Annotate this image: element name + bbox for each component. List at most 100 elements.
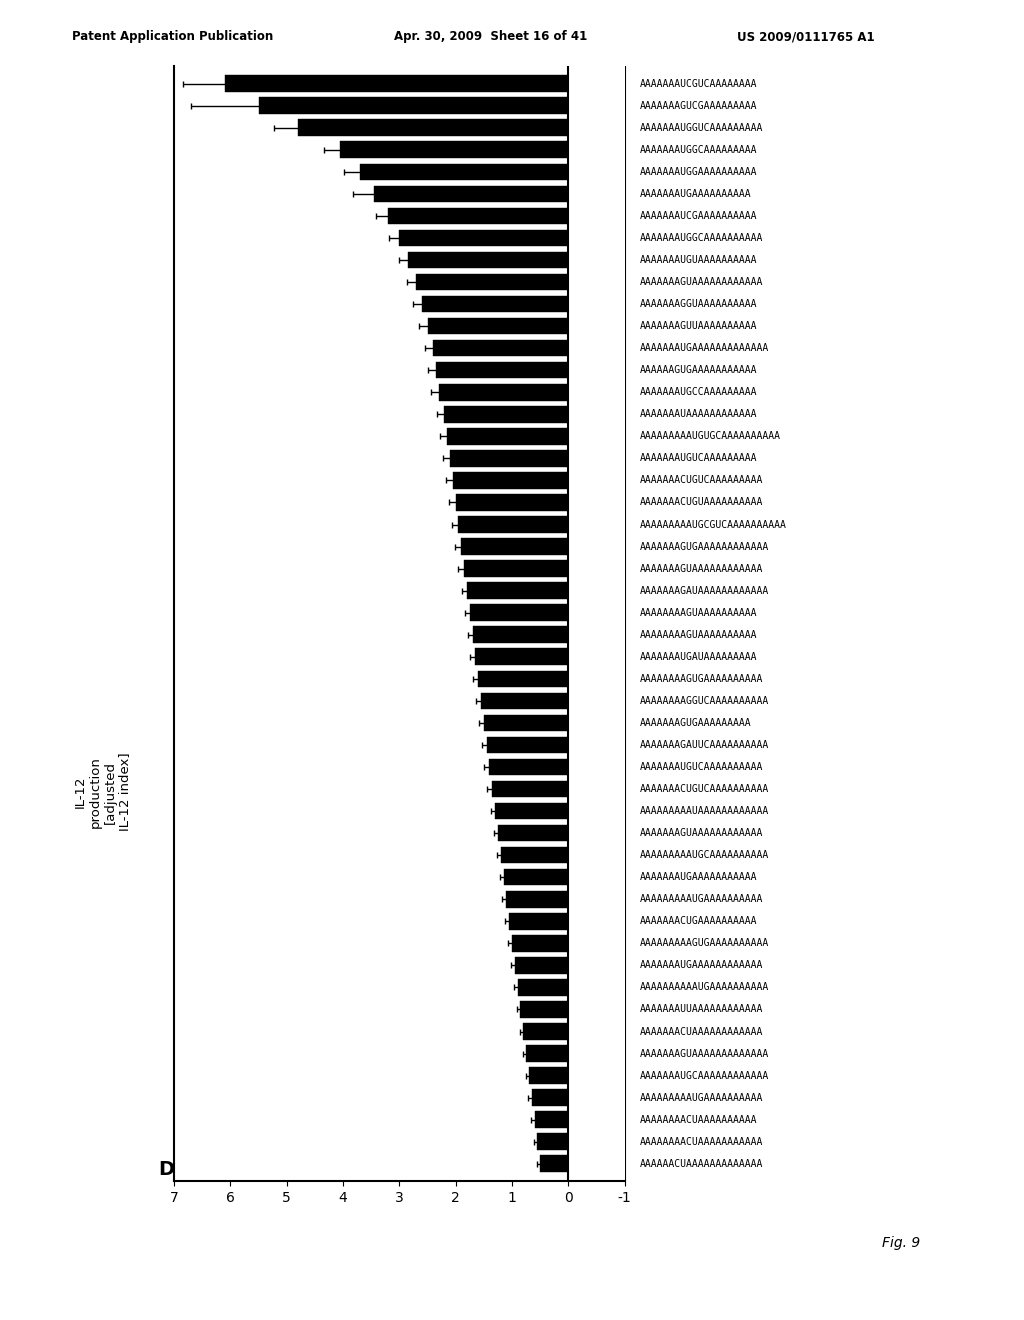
Bar [520, 1001, 568, 1018]
Text: AAAAAAAAAGUGAAAAAAAAAA: AAAAAAAAAGUGAAAAAAAAAA [640, 939, 769, 948]
Bar [224, 75, 568, 92]
Text: AAAAAAAUGGCAAAAAAAAA: AAAAAAAUGGCAAAAAAAAA [640, 145, 758, 154]
Text: AAAAAAAGUAAAAAAAAAAAAA: AAAAAAAGUAAAAAAAAAAAAA [640, 1048, 769, 1059]
Bar [478, 671, 568, 688]
Bar [512, 935, 568, 952]
Text: AAAAAAAUGGAAAAAAAAAA: AAAAAAAUGGAAAAAAAAAA [640, 166, 758, 177]
Text: AAAAAAACUGAAAAAAAAAA: AAAAAAACUGAAAAAAAAAA [640, 916, 758, 927]
Text: AAAAAAAUCGAAAAAAAAAA: AAAAAAAUCGAAAAAAAAAA [640, 211, 758, 220]
Bar [489, 759, 568, 775]
Text: AAAAAAAAGGUCAAAAAAAAAA: AAAAAAAAGGUCAAAAAAAAAA [640, 696, 769, 706]
Text: AAAAAAAUGCAAAAAAAAAAAA: AAAAAAAUGCAAAAAAAAAAAA [640, 1071, 769, 1081]
Text: AAAAAAAUGAAAAAAAAAA: AAAAAAAUGAAAAAAAAAA [640, 189, 752, 199]
Text: AAAAAAAGGUAAAAAAAAAA: AAAAAAAGGUAAAAAAAAAA [640, 300, 758, 309]
Bar [509, 913, 568, 929]
Bar [399, 230, 568, 247]
Text: AAAAAAAGUGAAAAAAAAA: AAAAAAAGUGAAAAAAAAA [640, 718, 752, 727]
Text: AAAAAAAUGGCAAAAAAAAAA: AAAAAAAUGGCAAAAAAAAAA [640, 232, 764, 243]
Bar [298, 119, 568, 136]
Bar [535, 1111, 568, 1129]
Text: AAAAAAAGAUAAAAAAAAAAAA: AAAAAAAGAUAAAAAAAAAAAA [640, 586, 769, 595]
Bar [461, 539, 568, 554]
Text: AAAAAAAGUAAAAAAAAAAAA: AAAAAAAGUAAAAAAAAAAAA [640, 564, 764, 574]
Text: IL-12
production
[adjusted
IL-12 index]: IL-12 production [adjusted IL-12 index] [74, 752, 131, 832]
Text: AAAAAAAUGCCAAAAAAAAA: AAAAAAAUGCCAAAAAAAAA [640, 387, 758, 397]
Text: AAAAAAAUGAUAAAAAAAAA: AAAAAAAUGAUAAAAAAAAA [640, 652, 758, 661]
Bar [483, 714, 568, 731]
Text: AAAAAAAUUAAAAAAAAAAAA: AAAAAAAUUAAAAAAAAAAAA [640, 1005, 764, 1015]
Text: Patent Application Publication: Patent Application Publication [72, 30, 273, 44]
Text: AAAAAAAUGAAAAAAAAAAA: AAAAAAAUGAAAAAAAAAAA [640, 873, 758, 882]
Text: AAAAAAAAAUGAAAAAAAAAA: AAAAAAAAAUGAAAAAAAAAA [640, 894, 764, 904]
Text: AAAAAAAGUGAAAAAAAAAAAA: AAAAAAAGUGAAAAAAAAAAAA [640, 541, 769, 552]
Bar [422, 296, 568, 313]
Text: AAAAAAAUGAAAAAAAAAAAAA: AAAAAAAUGAAAAAAAAAAAAA [640, 343, 769, 354]
Bar [447, 428, 568, 445]
Bar [436, 362, 568, 379]
Bar [433, 339, 568, 356]
Text: AAAAAAAACUAAAAAAAAAA: AAAAAAAACUAAAAAAAAAA [640, 1114, 758, 1125]
Text: Apr. 30, 2009  Sheet 16 of 41: Apr. 30, 2009 Sheet 16 of 41 [394, 30, 588, 44]
Bar [408, 252, 568, 268]
Bar [486, 737, 568, 754]
Bar [526, 1045, 568, 1061]
Text: AAAAAAGUGAAAAAAAAAAA: AAAAAAGUGAAAAAAAAAAA [640, 366, 758, 375]
Bar [528, 1068, 568, 1084]
Text: AAAAAAAAAAUGAAAAAAAAAA: AAAAAAAAAAUGAAAAAAAAAA [640, 982, 769, 993]
Bar [472, 627, 568, 643]
Text: AAAAAAAUGUCAAAAAAAAAA: AAAAAAAUGUCAAAAAAAAAA [640, 762, 764, 772]
Text: Fig. 9: Fig. 9 [882, 1237, 921, 1250]
Text: AAAAAACUAAAAAAAAAAAAA: AAAAAACUAAAAAAAAAAAAA [640, 1159, 764, 1168]
Text: AAAAAAAGUAAAAAAAAAAAA: AAAAAAAGUAAAAAAAAAAAA [640, 277, 764, 286]
Text: AAAAAAAUAAAAAAAAAAAA: AAAAAAAUAAAAAAAAAAAA [640, 409, 758, 420]
Text: AAAAAAAUGUCAAAAAAAAA: AAAAAAAUGUCAAAAAAAAA [640, 453, 758, 463]
Bar [515, 957, 568, 974]
Text: AAAAAAAACUAAAAAAAAAAA: AAAAAAAACUAAAAAAAAAAA [640, 1137, 764, 1147]
Bar [444, 407, 568, 422]
Bar [459, 516, 568, 533]
Text: AAAAAAAAAUGUGCAAAAAAAAAA: AAAAAAAAAUGUGCAAAAAAAAAA [640, 432, 781, 441]
Bar [498, 825, 568, 841]
Bar [388, 207, 568, 224]
Bar [493, 780, 568, 797]
Bar [481, 693, 568, 709]
Bar [340, 141, 568, 158]
Text: AAAAAAACUGUCAAAAAAAAA: AAAAAAACUGUCAAAAAAAAA [640, 475, 764, 486]
Bar [428, 318, 568, 334]
Text: AAAAAAAAAUGAAAAAAAAAA: AAAAAAAAAUGAAAAAAAAAA [640, 1093, 764, 1102]
Bar [450, 450, 568, 467]
Bar [501, 847, 568, 863]
Bar [359, 164, 568, 180]
Bar [541, 1155, 568, 1172]
Text: AAAAAAAAAUGCGUCAAAAAAAAAA: AAAAAAAAAUGCGUCAAAAAAAAAA [640, 520, 787, 529]
Text: AAAAAAAAAUAAAAAAAAAAAA: AAAAAAAAAUAAAAAAAAAAAA [640, 807, 769, 816]
Bar [517, 979, 568, 995]
Text: AAAAAAAAAUGCAAAAAAAAAA: AAAAAAAAAUGCAAAAAAAAAA [640, 850, 769, 861]
Bar [467, 582, 568, 599]
Bar [531, 1089, 568, 1106]
Bar [523, 1023, 568, 1040]
Text: US 2009/0111765 A1: US 2009/0111765 A1 [737, 30, 874, 44]
Bar [374, 186, 568, 202]
Text: AAAAAAAUGAAAAAAAAAAAA: AAAAAAAUGAAAAAAAAAAAA [640, 961, 764, 970]
Bar [495, 803, 568, 820]
Bar [453, 473, 568, 488]
Bar [464, 560, 568, 577]
Bar [438, 384, 568, 400]
Text: AAAAAAAUGUAAAAAAAAAA: AAAAAAAUGUAAAAAAAAAA [640, 255, 758, 265]
Bar [258, 98, 568, 114]
Text: AAAAAAACUGUCAAAAAAAAAA: AAAAAAACUGUCAAAAAAAAAA [640, 784, 769, 795]
Text: AAAAAAAUGGUCAAAAAAAAA: AAAAAAAUGGUCAAAAAAAAA [640, 123, 764, 133]
Text: AAAAAAAAGUGAAAAAAAAAA: AAAAAAAAGUGAAAAAAAAAA [640, 673, 764, 684]
Bar [456, 494, 568, 511]
Text: AAAAAAAAGUAAAAAAAAAA: AAAAAAAAGUAAAAAAAAAA [640, 607, 758, 618]
Bar [475, 648, 568, 665]
Text: AAAAAAAGAUUCAAAAAAAAAA: AAAAAAAGAUUCAAAAAAAAAA [640, 741, 769, 750]
Text: AAAAAAAGUUAAAAAAAAAA: AAAAAAAGUUAAAAAAAAAA [640, 321, 758, 331]
Bar [506, 891, 568, 908]
Text: D: D [159, 1160, 175, 1179]
Text: AAAAAAAGUAAAAAAAAAAAA: AAAAAAAGUAAAAAAAAAAAA [640, 828, 764, 838]
Text: AAAAAAACUAAAAAAAAAAAA: AAAAAAACUAAAAAAAAAAAA [640, 1027, 764, 1036]
Bar [504, 869, 568, 886]
Text: AAAAAAAUCGUCAAAAAAAA: AAAAAAAUCGUCAAAAAAAA [640, 79, 758, 88]
